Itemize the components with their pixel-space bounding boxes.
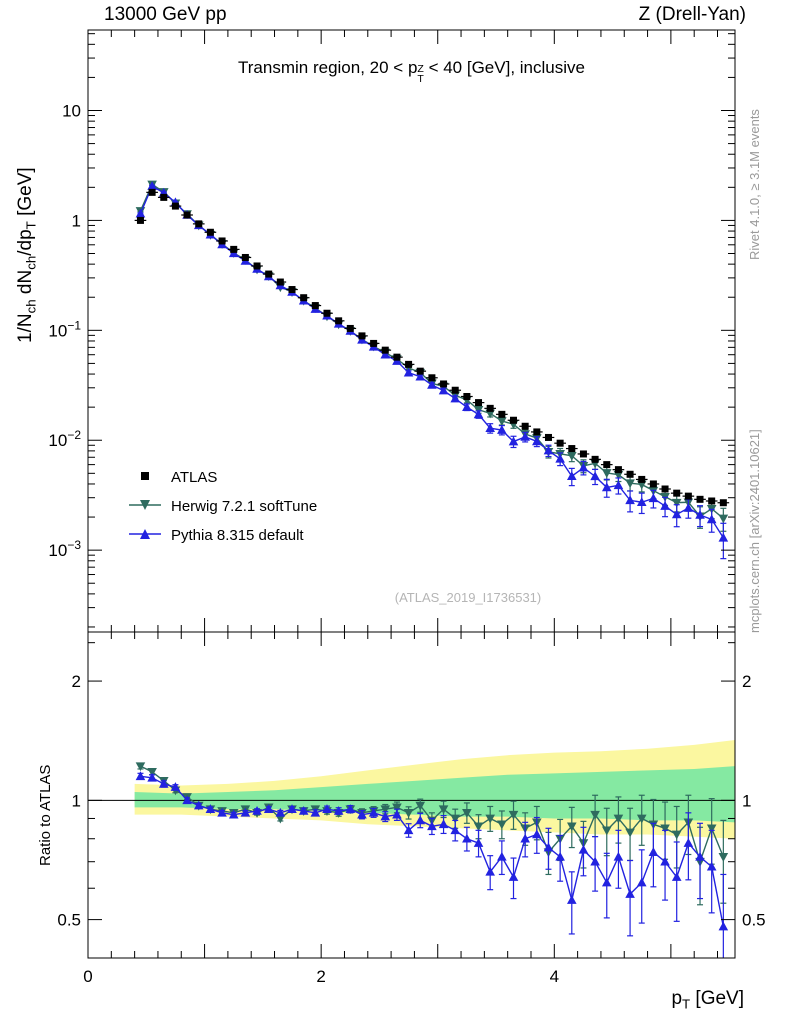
ylabel-sub: ch — [23, 255, 39, 270]
svg-text:0.5: 0.5 — [57, 911, 81, 930]
ylabel-part: dN — [15, 269, 36, 300]
legend-label-herwig: Herwig 7.2.1 softTune — [171, 498, 318, 515]
plot-title-sup: Z — [417, 63, 424, 76]
atlas-square-marker-icon — [128, 468, 162, 488]
svg-text:0: 0 — [83, 967, 92, 986]
plot-title-pre: Transmin region, 20 < p — [238, 58, 418, 77]
ylabel-part: 1/N — [15, 313, 36, 343]
legend-item-herwig: Herwig 7.2.1 softTune — [128, 492, 317, 521]
ylabel-sub: ch — [23, 299, 39, 314]
main-y-axis-label: 1/Nch dNch/dpT [GeV] — [15, 167, 39, 343]
plot-title-sub: T — [417, 73, 424, 86]
header-process: Z (Drell-Yan) — [638, 4, 746, 25]
ylabel-part: /dp — [15, 229, 36, 256]
legend: ATLAS Herwig 7.2.1 softTune Pythia 8.315… — [128, 463, 317, 550]
xlabel-unit: [GeV] — [690, 988, 744, 1009]
ylabel-sub: T — [23, 221, 39, 230]
legend-item-pythia: Pythia 8.315 default — [128, 521, 317, 550]
svg-text:10: 10 — [62, 101, 81, 120]
svg-text:1: 1 — [72, 791, 81, 810]
rivet-version-note: Rivet 4.1.0, ≥ 3.1M events — [747, 109, 762, 260]
x-axis-label: pT [GeV] — [671, 988, 744, 1012]
plot-title-post: < 40 [GeV], inclusive — [423, 58, 585, 77]
svg-text:10−3: 10−3 — [48, 538, 81, 560]
svg-text:4: 4 — [550, 967, 559, 986]
svg-text:10−1: 10−1 — [48, 318, 81, 340]
xlabel-p: p — [671, 988, 683, 1009]
svg-text:2: 2 — [72, 672, 81, 691]
header-beam-energy: 13000 GeV pp — [104, 4, 227, 25]
legend-label-pythia: Pythia 8.315 default — [171, 527, 304, 544]
svg-text:1: 1 — [72, 211, 81, 230]
xlabel-sub: T — [682, 996, 691, 1012]
pythia-triangle-up-marker-icon — [128, 526, 162, 546]
analysis-id-watermark: (ATLAS_2019_I1736531) — [394, 590, 542, 605]
svg-text:2: 2 — [742, 672, 751, 691]
svg-text:2: 2 — [316, 967, 325, 986]
herwig-triangle-down-marker-icon — [128, 497, 162, 517]
legend-label-atlas: ATLAS — [171, 469, 218, 486]
legend-item-atlas: ATLAS — [128, 463, 317, 492]
ratio-y-axis-label: Ratio to ATLAS — [37, 764, 54, 866]
svg-text:0.5: 0.5 — [742, 911, 766, 930]
ylabel-part: [GeV] — [15, 167, 36, 222]
svg-text:1: 1 — [742, 791, 751, 810]
svg-text:10−2: 10−2 — [48, 428, 81, 450]
